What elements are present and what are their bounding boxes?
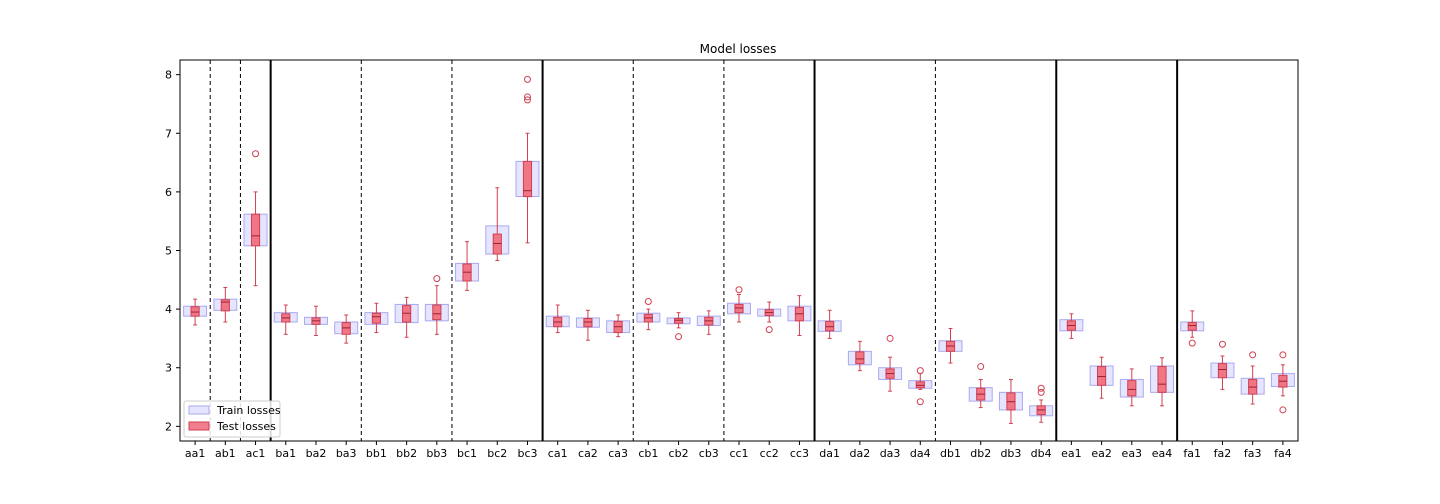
legend-swatch-test (188, 421, 210, 431)
test-flier (523, 93, 531, 101)
plot-area: 2 3 4 5 6 7 8 aa1 ab1 ac1 ba1 ba2 ba3 bb1 bb2 bb3 bc1 bc2… (165, 60, 1295, 460)
x-tick-label: ea2 (1091, 447, 1112, 460)
test-box (1187, 322, 1197, 331)
test-box (522, 160, 533, 198)
test-flier (675, 333, 683, 341)
x-tick-label: bc1 (457, 447, 477, 460)
test-box (190, 306, 200, 317)
test-flier (735, 286, 743, 294)
test-flier (765, 326, 773, 334)
test-flier (523, 75, 531, 83)
x-tick-label: ab1 (215, 447, 236, 460)
test-box (402, 305, 412, 323)
x-tick-label: ea4 (1152, 447, 1173, 460)
test-box (1127, 380, 1137, 397)
legend: Train losses Test losses (183, 400, 281, 438)
legend-label-test: Test losses (216, 420, 276, 433)
test-flier (886, 334, 894, 342)
chart-title: Model losses (700, 42, 777, 56)
x-tick-label: aa1 (185, 447, 205, 460)
x-tick-label: cb3 (699, 447, 719, 460)
x-tick-label: fa4 (1274, 447, 1292, 460)
test-flier (1188, 339, 1196, 347)
test-flier (916, 398, 924, 406)
test-box (855, 351, 865, 365)
x-tick-label: da1 (819, 447, 840, 460)
test-box (1217, 363, 1228, 379)
test-box (371, 312, 381, 324)
x-tick-label: fa3 (1244, 447, 1262, 460)
x-tick-label: ca3 (608, 447, 628, 460)
test-flier (523, 96, 531, 104)
test-flier (1218, 340, 1226, 348)
test-flier (1037, 388, 1045, 396)
x-tick-label: ba3 (336, 447, 357, 460)
x-tick-label: fa2 (1214, 447, 1232, 460)
x-tick-label: cb2 (669, 447, 689, 460)
y-tick-label: 3 (165, 362, 172, 375)
x-tick-label: db4 (1031, 447, 1052, 460)
test-box (583, 317, 593, 328)
test-box (673, 317, 684, 324)
test-box (1097, 366, 1107, 386)
x-tick-label: ea1 (1061, 447, 1082, 460)
x-tick-label: ca1 (548, 447, 568, 460)
test-box (432, 304, 442, 321)
x-tick-label: cc1 (729, 447, 748, 460)
test-flier (977, 363, 985, 371)
x-tick-label: ca2 (578, 447, 598, 460)
legend-swatch-train (188, 405, 210, 415)
test-flier (1037, 384, 1045, 392)
x-tick-label: db2 (970, 447, 991, 460)
x-tick-label: bc3 (517, 447, 537, 460)
test-box (915, 381, 925, 389)
test-box (734, 303, 744, 314)
test-box (250, 213, 261, 247)
test-box (220, 299, 230, 312)
test-flier (252, 150, 260, 158)
x-tick-label: da3 (880, 447, 901, 460)
x-tick-label: ac1 (246, 447, 266, 460)
test-box (492, 233, 502, 255)
y-tick-label: 7 (165, 127, 172, 140)
legend-label-train: Train losses (216, 404, 281, 417)
x-tick-label: da2 (849, 447, 870, 460)
x-tick-label: db1 (940, 447, 961, 460)
test-box (341, 322, 351, 335)
y-tick-label: 8 (165, 69, 172, 82)
test-flier (916, 367, 924, 375)
y-tick-label: 4 (165, 303, 172, 316)
x-tick-label: cc2 (760, 447, 779, 460)
y-tick-label: 2 (165, 420, 172, 433)
test-box (825, 320, 835, 332)
x-tick-label: bc2 (487, 447, 507, 460)
x-tick-label: bb2 (396, 447, 417, 460)
test-flier (1279, 406, 1287, 414)
axes-frame (179, 59, 1299, 442)
x-tick-label: db3 (1000, 447, 1021, 460)
x-tick-label: cc3 (790, 447, 809, 460)
x-tick-label: ba1 (275, 447, 296, 460)
test-flier (433, 275, 441, 283)
test-flier (644, 297, 652, 305)
x-tick-label: fa1 (1183, 447, 1201, 460)
test-flier (1249, 351, 1257, 359)
x-tick-label: bb3 (426, 447, 447, 460)
y-tick-label: 5 (165, 245, 172, 258)
x-tick-label: cb1 (638, 447, 658, 460)
x-tick-label: da4 (910, 447, 931, 460)
test-box (1157, 366, 1167, 393)
x-tick-label: ea3 (1122, 447, 1143, 460)
test-flier (1279, 351, 1287, 359)
x-tick-label: ba2 (306, 447, 327, 460)
x-tick-label: bb1 (366, 447, 387, 460)
y-tick-label: 6 (165, 186, 172, 199)
